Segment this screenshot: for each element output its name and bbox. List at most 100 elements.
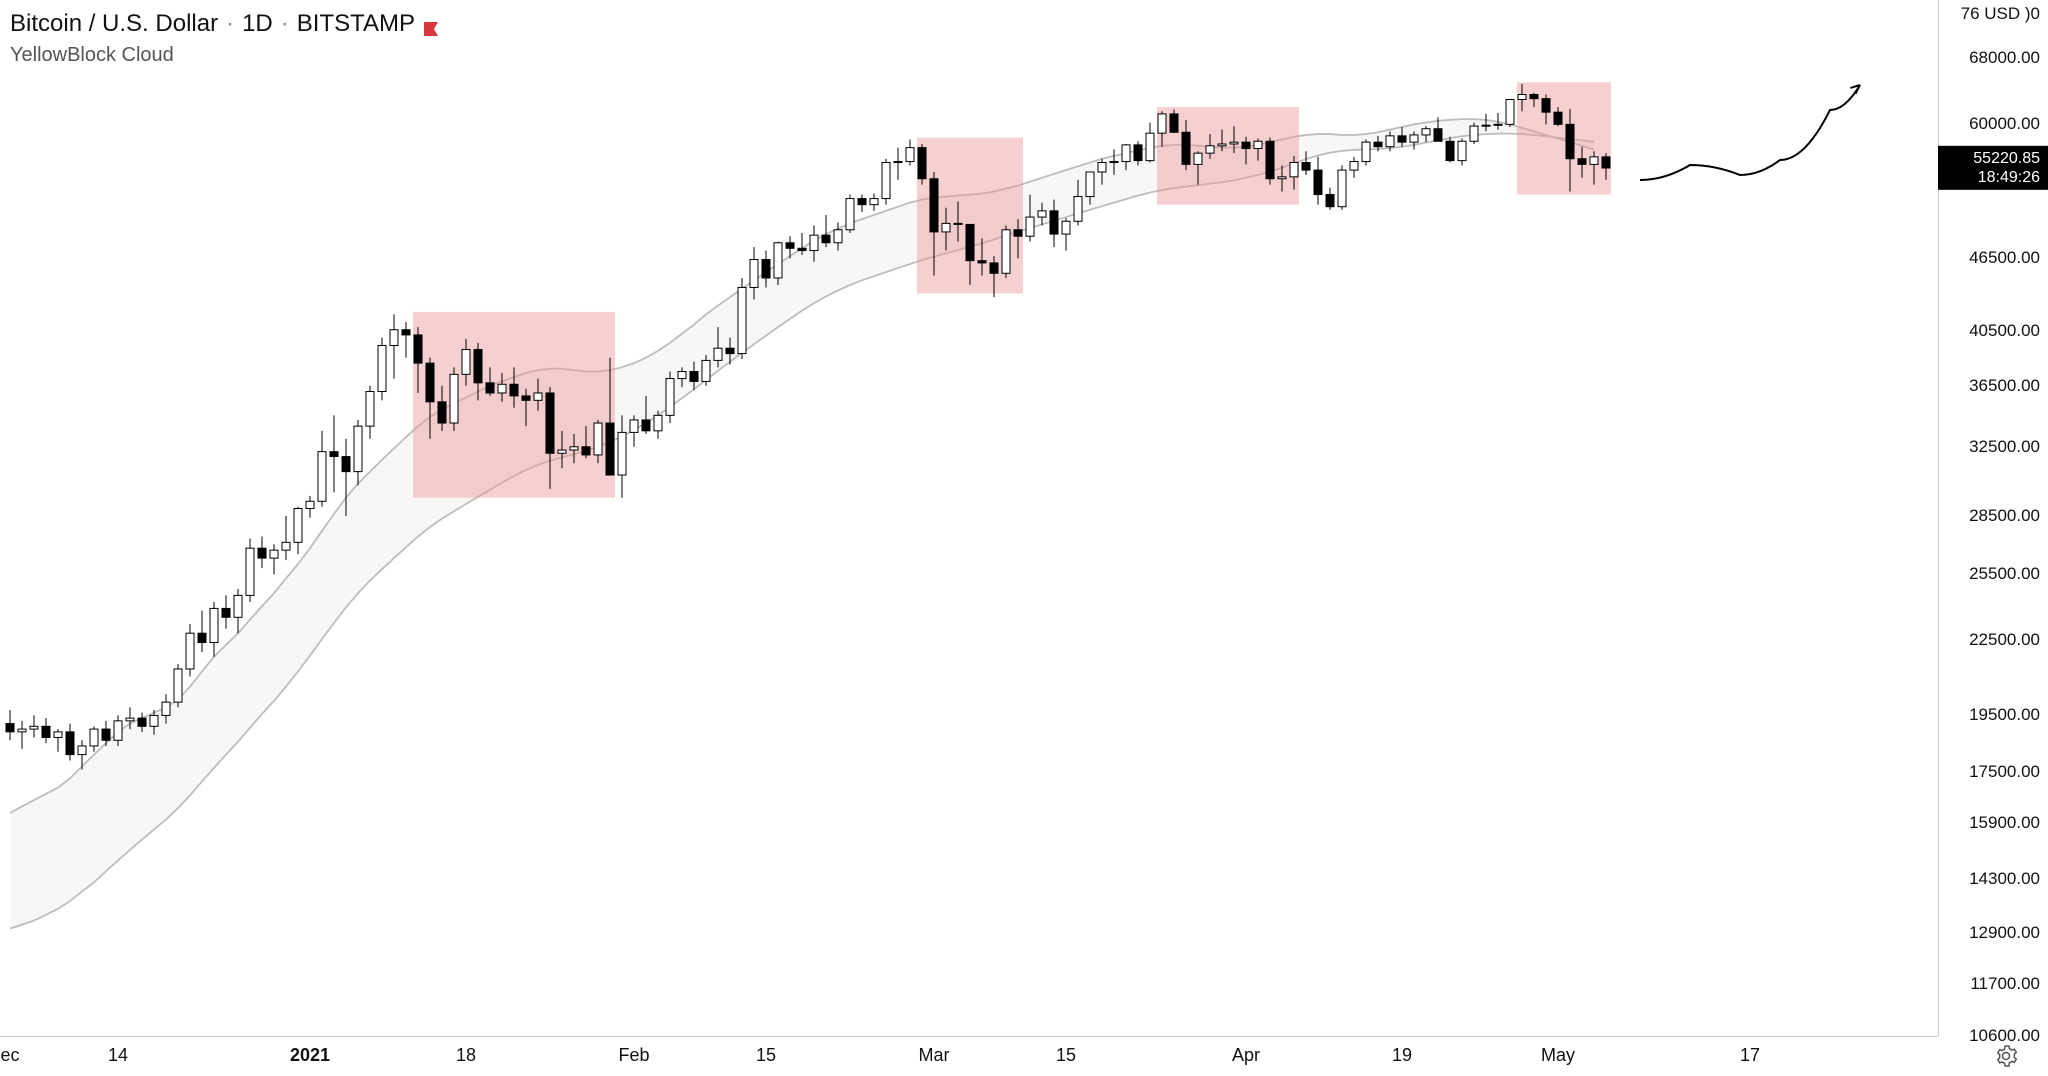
candle-body [858,199,866,205]
x-tick-label: Feb [618,1045,649,1066]
flag-icon [423,16,441,32]
candle-body [78,746,86,755]
y-tick-label: 60000.00 [1969,114,2040,134]
candle-body [306,501,314,508]
candle-body [1602,157,1610,168]
candle-body [594,423,602,455]
candle-body [906,148,914,162]
x-tick-label: ec [0,1045,19,1066]
candle-body [246,548,254,595]
y-tick-label: 22500.00 [1969,630,2040,650]
candle-body [1350,162,1358,171]
candle-body [438,402,446,423]
candle-body [1554,112,1562,124]
indicator-name: YellowBlock Cloud [10,44,441,67]
candle-body [546,393,554,453]
candle-body [1542,99,1550,113]
y-tick-label: 40500.00 [1969,321,2040,341]
y-tick-label: 11700.00 [1970,974,2040,994]
candle-body [882,162,890,198]
current-price-tag: 55220.85 18:49:26 [1938,146,2048,190]
y-axis-unit: 76 USD )0 [1961,4,2040,24]
candle-body [1446,141,1454,160]
candle-body [1014,230,1022,236]
candle-body [354,426,362,471]
candle-body [1002,230,1010,274]
candle-body [234,595,242,617]
y-tick-label: 10600.00 [1969,1026,2040,1046]
candle-body [774,243,782,278]
y-tick-label: 15900.00 [1969,813,2040,833]
candle-body [966,224,974,260]
candle-body [138,718,146,726]
x-tick-label: 15 [1056,1045,1076,1066]
candle-body [330,452,338,457]
candle-body [318,452,326,502]
exchange-label: BITSTAMP [297,10,415,38]
candle-body [1062,221,1070,234]
candle-body [1422,129,1430,135]
x-tick-label: Apr [1232,1045,1260,1066]
candle-body [1482,125,1490,126]
chart-root: Bitcoin / U.S. Dollar · 1D · BITSTAMP Ye… [0,0,2048,1076]
candle-body [1110,162,1118,163]
y-tick-label: 12900.00 [1969,923,2040,943]
x-axis[interactable]: ec14202118Feb15Mar15Apr19May17 [0,1036,1938,1076]
candle-body [222,608,230,617]
candle-body [702,360,710,381]
timeframe-label: 1D [242,10,273,38]
y-tick-label: 32500.00 [1969,437,2040,457]
candle-body [1458,141,1466,160]
x-tick-label: May [1541,1045,1575,1066]
x-tick-label: 2021 [290,1045,330,1066]
y-tick-label: 17500.00 [1969,762,2040,782]
candle-body [738,287,746,353]
candle-body [1122,145,1130,162]
plot-area[interactable] [0,0,1938,1036]
candle-body [1206,146,1214,153]
candle-body [1326,195,1334,207]
y-tick-label: 19500.00 [1969,705,2040,725]
candle-body [1302,162,1310,170]
candle-body [930,179,938,232]
candle-body [798,248,806,250]
candle-body [366,392,374,427]
candle-body [894,162,902,163]
candle-body [834,230,842,243]
candle-body [54,732,62,738]
candle-body [810,235,818,250]
candle-body [1218,144,1226,146]
candle-body [1026,217,1034,236]
candle-body [390,330,398,346]
candle-body [42,726,50,737]
candle-body [18,729,26,732]
candle-body [630,420,638,432]
candle-body [102,729,110,740]
candle-body [678,372,686,379]
candle-body [114,721,122,740]
candle-body [1566,124,1574,158]
y-tick-label: 68000.00 [1969,48,2040,68]
pair-name: Bitcoin / U.S. Dollar [10,10,218,38]
candle-body [978,261,986,263]
y-tick-label: 14300.00 [1969,869,2040,889]
candle-body [1134,145,1142,161]
y-tick-label: 46500.00 [1969,248,2040,268]
candle-body [750,260,758,288]
candle-body [30,726,38,729]
candle-body [1074,197,1082,222]
y-tick-label: 36500.00 [1969,376,2040,396]
candle-body [1506,99,1514,124]
candle-body [1314,170,1322,194]
candle-body [1194,153,1202,164]
candle-body [402,330,410,335]
candle-body [1410,135,1418,142]
candle-body [450,374,458,423]
candle-body [174,669,182,702]
gear-icon[interactable] [1994,1044,2018,1068]
candle-body [486,383,494,393]
chart-title: Bitcoin / U.S. Dollar · 1D · BITSTAMP [10,10,441,38]
candle-body [1254,141,1262,148]
candle-body [534,393,542,400]
candle-body [690,372,698,382]
